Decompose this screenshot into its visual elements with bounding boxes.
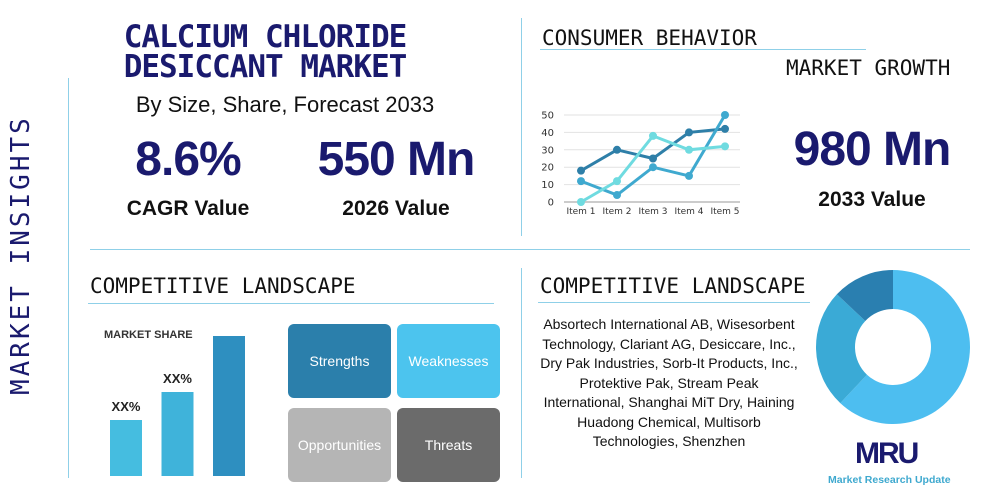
donut-chart: [816, 270, 970, 424]
x-tick-label: Item 5: [710, 207, 739, 217]
data-point: [613, 177, 621, 186]
logo-text: Market Research Update: [828, 474, 951, 486]
company-list: Absortech International AB, Wisesorbent …: [540, 316, 798, 449]
label-2033: 2033 Value: [818, 188, 926, 211]
competitive-left-title: COMPETITIVE LANDSCAPE: [90, 274, 356, 298]
data-point: [721, 111, 729, 119]
donut-slice: [836, 270, 893, 321]
y-tick-label: 40: [541, 128, 554, 139]
bar-label: XX%: [112, 399, 141, 414]
y-tick-label: 10: [541, 180, 554, 191]
donut-slice: [840, 270, 970, 424]
cagr-value: 8.6%: [135, 133, 241, 186]
line-chart: 0 10 20 30 40 50 Item 1 Item 2 Item 3 Item 4 Item …: [541, 111, 740, 217]
x-tick-label: Item 4: [674, 207, 703, 217]
x-tick-label: Item 3: [638, 207, 667, 217]
competitive-right-title: COMPETITIVE LANDSCAPE: [540, 274, 806, 298]
data-point: [577, 198, 585, 206]
y-tick-label: 20: [541, 163, 554, 174]
data-point: [649, 163, 657, 172]
divider: [540, 49, 866, 50]
logo-mark: MRU: [855, 437, 919, 470]
swot-threats[interactable]: Threats: [397, 408, 500, 482]
bar-label: XX%: [163, 371, 192, 386]
consumer-title: CONSUMER BEHAVIOR: [542, 26, 757, 50]
swot-weaknesses[interactable]: Weaknesses: [397, 324, 500, 398]
value-2026: 550 Mn: [317, 133, 476, 186]
divider: [68, 78, 69, 478]
data-point: [613, 145, 621, 154]
y-tick-label: 50: [541, 111, 554, 122]
cagr-label: CAGR Value: [126, 197, 250, 220]
side-label: MARKET INSIGHTS: [6, 115, 36, 395]
data-point: [685, 128, 693, 137]
y-tick-label: 0: [548, 198, 554, 209]
logo: MRU: [855, 437, 919, 471]
market-share-label: MARKET SHARE: [104, 329, 193, 341]
x-tick-label: Item 2: [602, 207, 631, 217]
market-growth-title: MARKET GROWTH: [786, 56, 951, 80]
bar-chart: XX%XX%XX%: [110, 336, 245, 476]
divider: [521, 18, 522, 236]
value-2033: 980 Mn: [793, 123, 952, 176]
data-point: [577, 166, 585, 175]
data-point: [649, 131, 657, 140]
donut-slice: [816, 294, 867, 404]
label-2026: 2026 Value: [342, 197, 450, 220]
bar: [213, 336, 245, 476]
swot-opportunities[interactable]: Opportunities: [288, 408, 391, 482]
swot-strengths[interactable]: Strengths: [288, 324, 391, 398]
divider: [521, 268, 522, 478]
subtitle: By Size, Share, Forecast 2033: [135, 92, 435, 117]
data-point: [721, 124, 729, 133]
data-point: [685, 171, 693, 180]
y-tick-label: 30: [541, 145, 554, 156]
bar: [110, 420, 142, 476]
data-point: [685, 145, 693, 154]
x-tick-label: Item 1: [566, 207, 595, 217]
divider: [90, 249, 970, 250]
data-point: [721, 142, 729, 151]
page-title: CALCIUM CHLORIDE DESICCANT MARKET: [123, 19, 408, 85]
data-point: [649, 154, 657, 163]
data-point: [613, 191, 621, 200]
divider: [538, 302, 810, 303]
data-point: [577, 177, 585, 186]
divider: [88, 303, 494, 304]
bar: [161, 392, 194, 476]
